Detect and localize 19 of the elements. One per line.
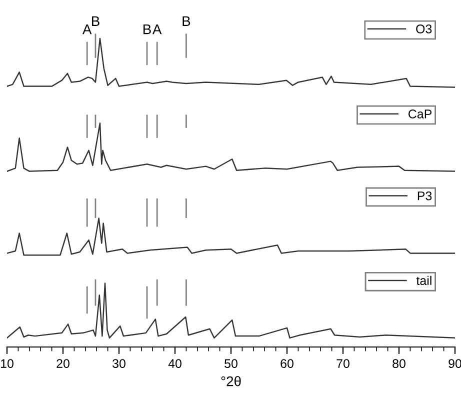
x-tick-label: 40 [168, 359, 182, 368]
x-tick-label: 30 [112, 359, 126, 368]
x-tick-label: 90 [448, 359, 461, 368]
x-axis-title: °2θ [221, 376, 241, 386]
annotation: B [182, 16, 190, 26]
x-tick-label: 20 [56, 359, 70, 368]
annotation: B [144, 24, 151, 34]
annotation: B [92, 16, 100, 26]
legend-label: CaP [408, 110, 432, 118]
x-tick-label: 70 [336, 359, 350, 368]
x-tick-label: 80 [392, 359, 406, 368]
legend-label: O3 [416, 24, 432, 34]
x-tick-label: 50 [224, 359, 238, 368]
legend-label: P3 [418, 191, 432, 200]
x-tick-label: 10 [1, 359, 14, 368]
annotation: A [152, 24, 162, 34]
annotation: A [82, 24, 92, 34]
x-tick-label: 60 [280, 359, 294, 368]
legend-label: tail [416, 276, 432, 286]
